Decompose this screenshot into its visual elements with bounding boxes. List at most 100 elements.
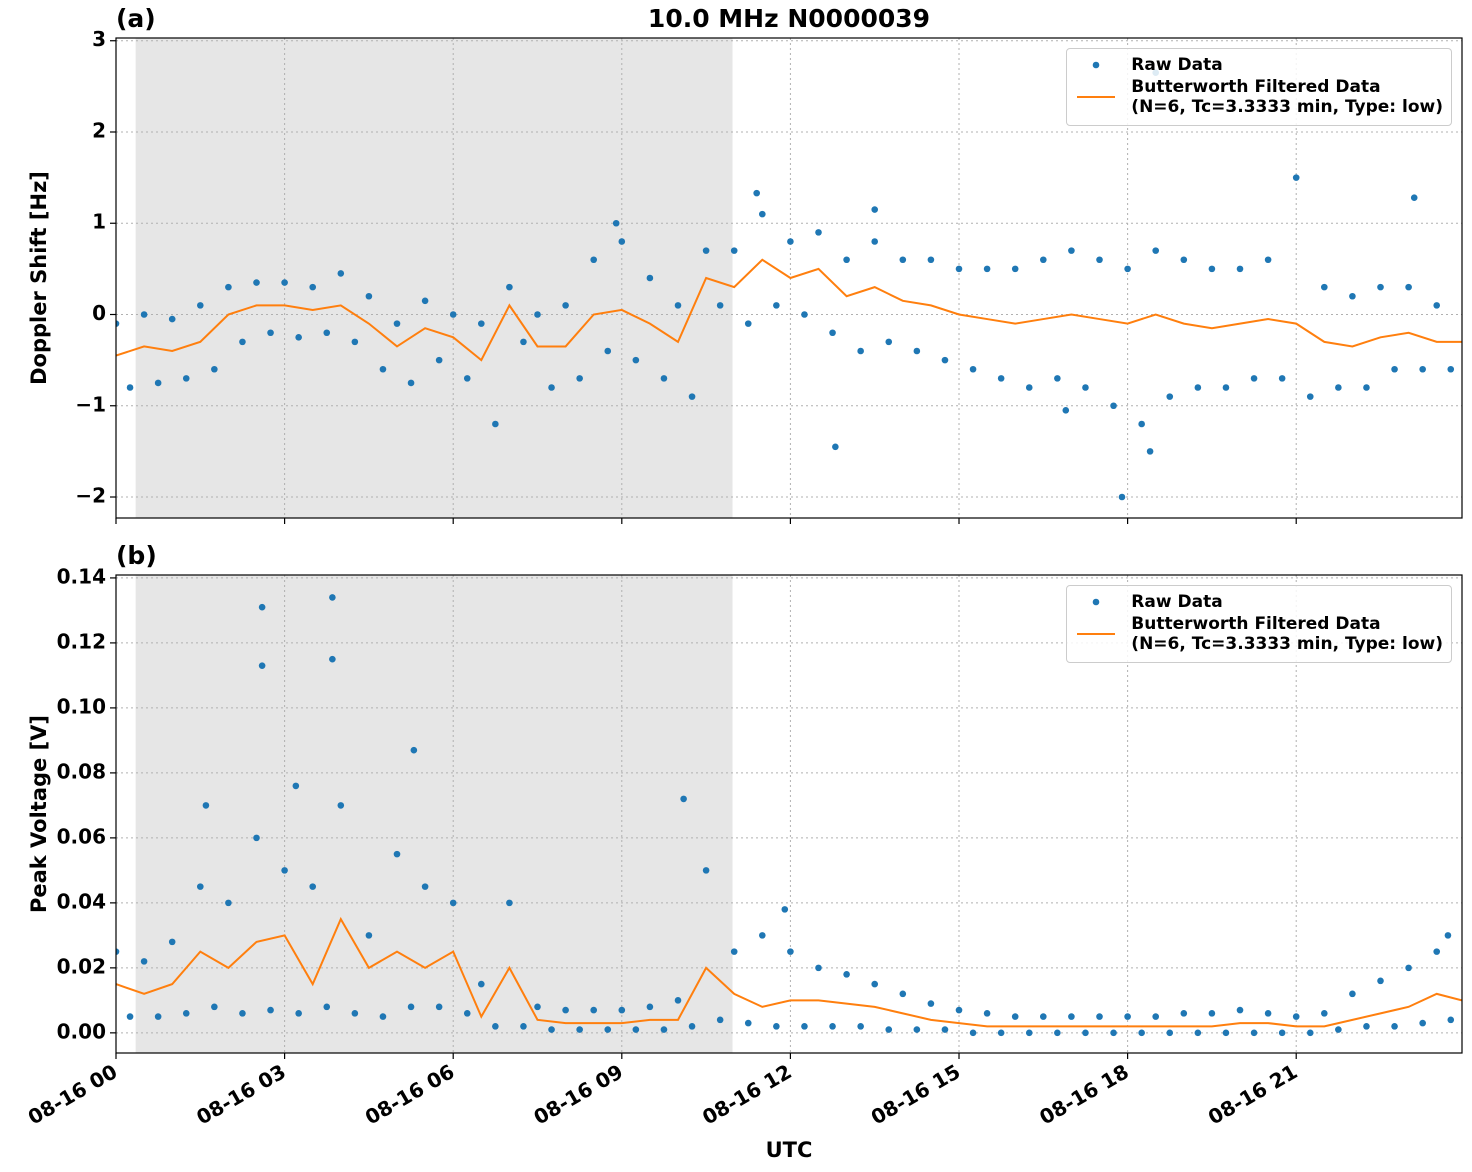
raw-point [1082, 384, 1089, 391]
raw-point [281, 867, 288, 874]
panel-label: (b) [116, 541, 157, 570]
raw-point [1068, 1013, 1075, 1020]
raw-point [753, 189, 760, 197]
raw-point [1321, 1010, 1328, 1017]
raw-point [295, 1010, 302, 1017]
raw-point [1152, 1013, 1160, 1020]
raw-point [576, 1026, 583, 1033]
raw-point [492, 420, 499, 428]
y-tick-label: 0.06 [57, 824, 106, 848]
raw-point [449, 311, 457, 318]
raw-point [688, 393, 696, 400]
raw-point [1363, 1023, 1370, 1030]
legend: Raw Data Butterworth Filtered Data (N=6, … [1066, 585, 1452, 663]
raw-point [612, 219, 620, 227]
raw-point [787, 948, 794, 955]
legend-entry: Butterworth Filtered Data (N=6, Tc=3.333… [1075, 77, 1443, 117]
y-tick-label: −1 [75, 392, 106, 416]
raw-point [997, 375, 1005, 382]
raw-point [832, 443, 839, 451]
y-tick-label: 0.14 [57, 564, 106, 588]
raw-point [225, 283, 232, 291]
filtered-line [116, 258, 1462, 362]
raw-point [168, 315, 176, 323]
raw-point [323, 1003, 331, 1011]
raw-point [730, 948, 738, 955]
x-tick-label: 08-16 12 [698, 1059, 796, 1129]
raw-point [702, 867, 710, 874]
filtered-line [116, 916, 1462, 1028]
raw-point [116, 948, 120, 955]
raw-point [744, 1019, 752, 1027]
y-tick-label: 0.10 [57, 694, 106, 718]
raw-point [801, 1023, 808, 1030]
raw-point [1011, 1013, 1019, 1020]
raw-point [393, 320, 401, 327]
raw-point [421, 883, 429, 890]
raw-point [871, 206, 879, 213]
raw-point [1250, 1029, 1258, 1037]
raw-point [1433, 948, 1441, 955]
legend-label: Raw Data [1131, 55, 1223, 75]
raw-point [1194, 1029, 1202, 1037]
raw-point [1405, 964, 1412, 972]
raw-point [1236, 265, 1244, 273]
raw-point [1292, 174, 1300, 181]
y-axis-label: Doppler Shift [Hz] [27, 171, 51, 385]
raw-point [913, 347, 921, 355]
raw-point [781, 906, 789, 913]
axes-frame [115, 37, 1463, 519]
raw-point [323, 329, 331, 337]
raw-point [1264, 1010, 1272, 1017]
raw-point [857, 1023, 864, 1030]
raw-point [211, 365, 218, 373]
raw-point [829, 1023, 836, 1030]
raw-point [983, 1010, 991, 1017]
legend-label: Butterworth Filtered Data (N=6, Tc=3.333… [1131, 614, 1443, 654]
raw-point [1096, 1013, 1103, 1020]
raw-point [1082, 1029, 1089, 1037]
raw-point [351, 338, 359, 346]
raw-point [576, 375, 583, 382]
raw-point [1180, 1010, 1188, 1017]
raw-point [730, 247, 738, 254]
raw-point [1124, 1013, 1131, 1020]
raw-point [1377, 283, 1384, 291]
raw-point [365, 932, 373, 939]
raw-point [1264, 256, 1272, 264]
raw-point [1391, 1023, 1398, 1030]
raw-point [801, 311, 808, 318]
shaded-span [135, 38, 733, 518]
raw-point [365, 292, 373, 300]
raw-point [688, 1023, 696, 1030]
legend-entry: Raw Data [1075, 55, 1443, 75]
raw-point [773, 302, 780, 309]
raw-point [674, 302, 682, 309]
raw-point [197, 883, 204, 890]
raw-point [899, 990, 907, 998]
raw-point [562, 1006, 569, 1014]
raw-point [258, 603, 266, 611]
raw-point [660, 375, 668, 382]
x-tick-label: 08-16 15 [867, 1059, 965, 1129]
raw-point [435, 356, 443, 364]
raw-point [520, 338, 527, 346]
y-tick-label: 0.04 [57, 889, 106, 913]
raw-point [1025, 384, 1033, 391]
raw-point [168, 938, 176, 946]
raw-point [116, 320, 120, 327]
raw-point [1419, 365, 1426, 373]
raw-point [329, 655, 336, 663]
raw-point [660, 1026, 668, 1033]
plot-area [116, 594, 1462, 1037]
raw-point [885, 1026, 893, 1033]
raw-point [983, 265, 991, 273]
y-tick-label: 1 [92, 210, 106, 234]
raw-point [281, 279, 288, 286]
raw-point [759, 210, 766, 218]
raw-point [829, 329, 836, 337]
raw-point [646, 1003, 654, 1011]
raw-point [716, 302, 724, 309]
raw-point [202, 802, 210, 809]
raw-point [379, 365, 387, 373]
